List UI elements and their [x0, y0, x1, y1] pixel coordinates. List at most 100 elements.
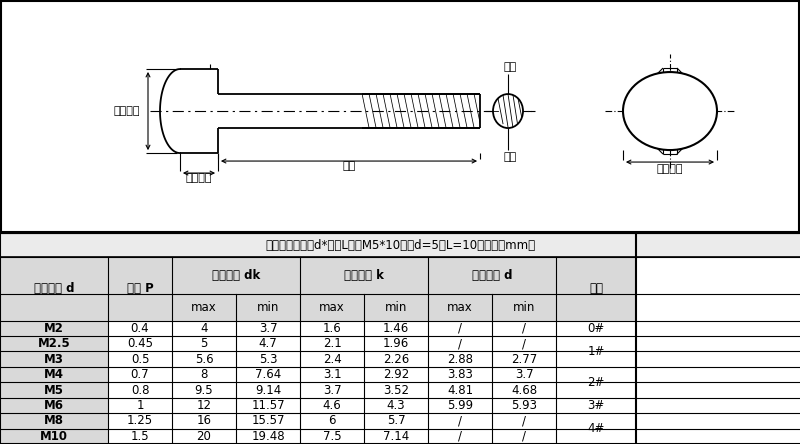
Text: 16: 16 — [197, 414, 211, 428]
Bar — [0, 413, 108, 428]
Text: 19.48: 19.48 — [251, 430, 285, 443]
Text: 6: 6 — [328, 414, 336, 428]
Bar — [108, 258, 172, 321]
Text: /: / — [522, 414, 526, 428]
Bar — [556, 336, 636, 367]
Text: M8: M8 — [44, 414, 64, 428]
Bar — [0, 428, 108, 444]
Text: 7.14: 7.14 — [383, 430, 409, 443]
Bar — [172, 321, 236, 336]
Text: 0#: 0# — [587, 322, 605, 335]
Text: 头部直径: 头部直径 — [657, 164, 683, 174]
Bar — [300, 428, 364, 444]
Bar — [492, 294, 556, 321]
Text: M6: M6 — [44, 399, 64, 412]
Bar — [0, 382, 108, 398]
Bar — [364, 321, 428, 336]
Text: 尺寸标注：直径d*长度L，如M5*10，即d=5，L=10（单位：mm）: 尺寸标注：直径d*长度L，如M5*10，即d=5，L=10（单位：mm） — [265, 239, 535, 252]
Bar — [236, 294, 300, 321]
Text: 螺纹直径 d: 螺纹直径 d — [472, 270, 512, 282]
Bar — [364, 428, 428, 444]
Bar — [556, 321, 636, 336]
Text: 7.5: 7.5 — [322, 430, 342, 443]
Text: 2#: 2# — [587, 376, 605, 389]
Text: /: / — [458, 337, 462, 350]
Bar — [364, 367, 428, 382]
Ellipse shape — [493, 94, 523, 128]
Bar — [364, 382, 428, 398]
Bar — [428, 352, 492, 367]
Bar — [0, 258, 108, 321]
Text: 1.96: 1.96 — [383, 337, 409, 350]
Bar — [428, 336, 492, 352]
Bar — [364, 336, 428, 352]
Text: M5: M5 — [44, 384, 64, 396]
Ellipse shape — [623, 72, 717, 150]
Text: 0.8: 0.8 — [130, 384, 150, 396]
Bar — [108, 336, 172, 352]
Text: M2.5: M2.5 — [38, 337, 70, 350]
Text: max: max — [319, 301, 345, 314]
Text: max: max — [447, 301, 473, 314]
Bar — [236, 321, 300, 336]
Bar — [0, 233, 800, 258]
Bar — [108, 367, 172, 382]
Text: 1: 1 — [136, 399, 144, 412]
Text: 11.57: 11.57 — [251, 399, 285, 412]
Bar — [236, 352, 300, 367]
Text: 7.64: 7.64 — [255, 368, 281, 381]
Text: 5.3: 5.3 — [258, 353, 278, 366]
Bar — [108, 398, 172, 413]
Bar — [172, 413, 236, 428]
Bar — [492, 321, 556, 336]
Bar — [172, 258, 300, 294]
Bar — [0, 336, 108, 352]
Text: M2: M2 — [44, 322, 64, 335]
Text: 公称直径 d: 公称直径 d — [34, 282, 74, 296]
Bar — [300, 367, 364, 382]
Text: 3.52: 3.52 — [383, 384, 409, 396]
Text: 4.3: 4.3 — [386, 399, 406, 412]
Text: max: max — [191, 301, 217, 314]
Bar — [0, 398, 108, 413]
Bar — [428, 398, 492, 413]
Text: /: / — [458, 322, 462, 335]
Text: 4.81: 4.81 — [447, 384, 473, 396]
Bar — [236, 382, 300, 398]
Text: 头部厚度 k: 头部厚度 k — [344, 270, 384, 282]
Text: /: / — [522, 337, 526, 350]
Text: 3#: 3# — [587, 399, 605, 412]
Bar — [492, 352, 556, 367]
Bar — [492, 398, 556, 413]
Text: 1.5: 1.5 — [130, 430, 150, 443]
Bar — [0, 352, 108, 367]
Bar — [108, 321, 172, 336]
Text: 1#: 1# — [587, 345, 605, 358]
Bar — [108, 382, 172, 398]
Bar — [300, 398, 364, 413]
Text: 5.7: 5.7 — [386, 414, 406, 428]
Bar — [492, 413, 556, 428]
Text: M3: M3 — [44, 353, 64, 366]
Text: 0.45: 0.45 — [127, 337, 153, 350]
Text: 4: 4 — [200, 322, 208, 335]
Text: 2.26: 2.26 — [383, 353, 409, 366]
Text: 5.6: 5.6 — [194, 353, 214, 366]
Text: 2.1: 2.1 — [322, 337, 342, 350]
Bar — [428, 294, 492, 321]
Bar — [300, 258, 428, 294]
Bar — [108, 413, 172, 428]
Bar — [172, 382, 236, 398]
Bar — [300, 413, 364, 428]
Text: 15.57: 15.57 — [251, 414, 285, 428]
Text: 4.6: 4.6 — [322, 399, 342, 412]
Text: 2.92: 2.92 — [383, 368, 409, 381]
Text: 1.25: 1.25 — [127, 414, 153, 428]
Text: M10: M10 — [40, 430, 68, 443]
Bar — [236, 336, 300, 352]
Text: min: min — [385, 301, 407, 314]
Text: 5.93: 5.93 — [511, 399, 537, 412]
Bar — [556, 367, 636, 398]
Text: 长度: 长度 — [342, 161, 356, 171]
Text: 12: 12 — [197, 399, 211, 412]
